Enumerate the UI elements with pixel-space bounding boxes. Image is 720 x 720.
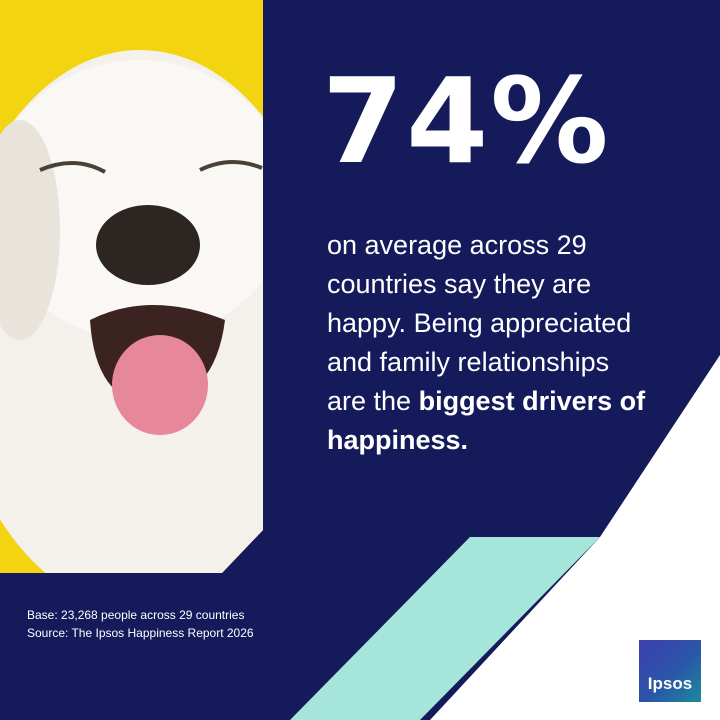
dog-photo bbox=[0, 0, 263, 573]
base-note: Base: 23,268 people across 29 countries bbox=[27, 608, 245, 622]
body-regular: on average across 29 countries say they … bbox=[327, 230, 632, 416]
logo: Ipsos bbox=[639, 640, 701, 702]
logo-text: Ipsos bbox=[647, 674, 693, 693]
body-bold: biggest drivers of happiness. bbox=[327, 386, 646, 455]
white-shape bbox=[430, 355, 720, 720]
body-text: on average across 29 countries say they … bbox=[327, 226, 647, 460]
mint-stripe bbox=[290, 537, 600, 720]
source-note: Source: The Ipsos Happiness Report 2026 bbox=[27, 626, 254, 640]
footnote: Base: 23,268 people across 29 countries … bbox=[27, 606, 254, 642]
headline-stat: 74% bbox=[322, 52, 611, 190]
